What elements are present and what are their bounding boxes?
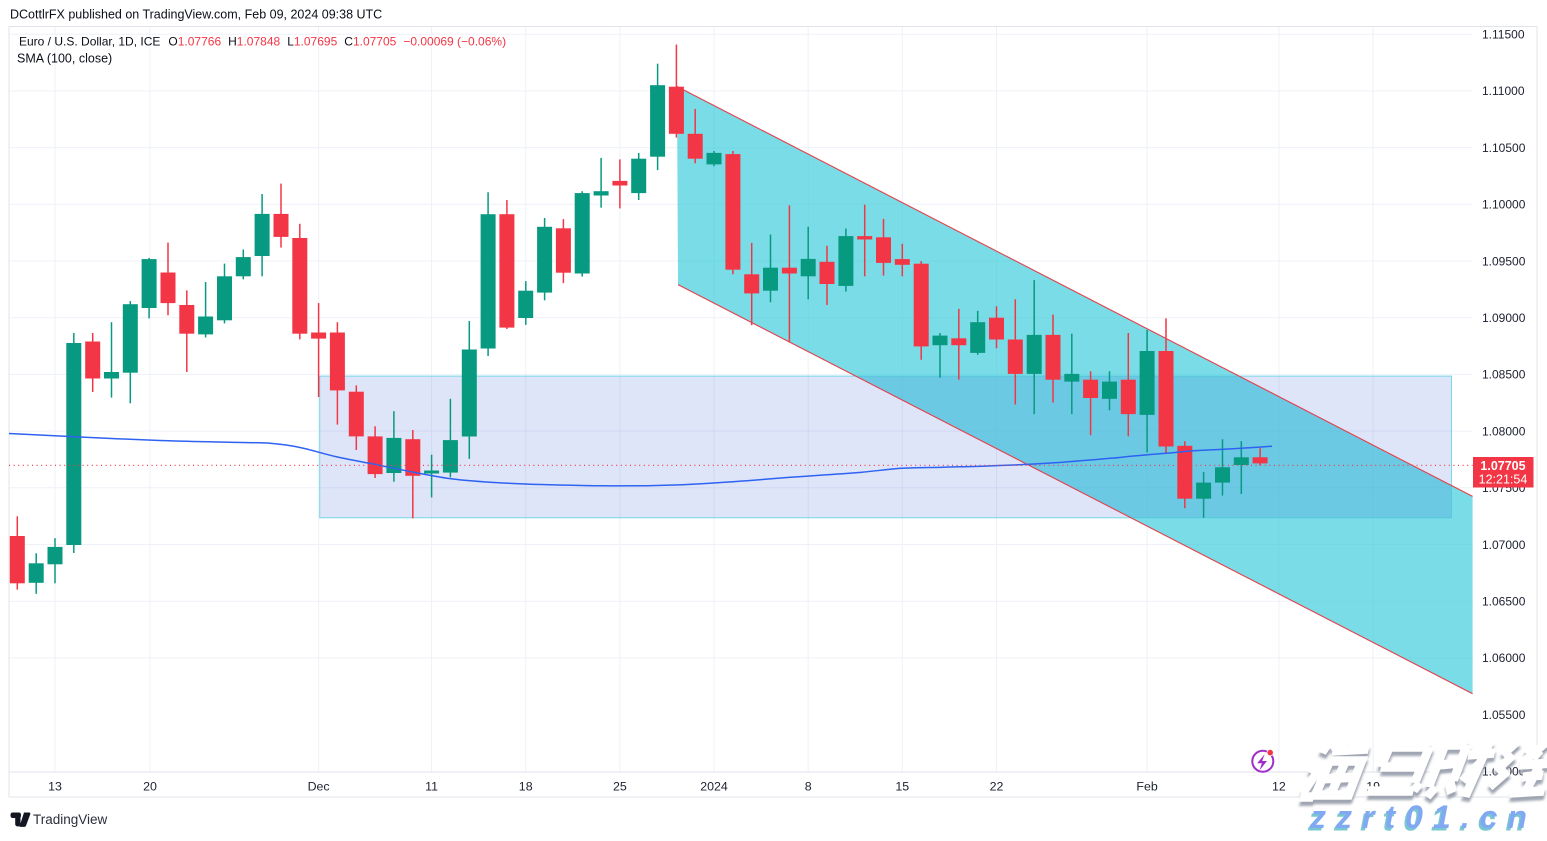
- svg-text:1.09500: 1.09500: [1482, 254, 1526, 268]
- svg-text:Dec: Dec: [308, 780, 330, 794]
- svg-text:1.09000: 1.09000: [1482, 311, 1526, 325]
- svg-text:DCottlrFX published on Trading: DCottlrFX published on TradingView.com, …: [10, 8, 382, 22]
- svg-text:12: 12: [1272, 780, 1286, 794]
- svg-text:Feb: Feb: [1136, 780, 1157, 794]
- svg-text:1.08500: 1.08500: [1482, 368, 1526, 382]
- svg-text:8: 8: [805, 780, 812, 794]
- svg-text:12:21:54: 12:21:54: [1479, 473, 1528, 487]
- svg-text:2024: 2024: [700, 780, 728, 794]
- svg-text:1.06500: 1.06500: [1482, 595, 1526, 609]
- svg-text:13: 13: [48, 780, 62, 794]
- svg-text:TradingView: TradingView: [33, 812, 108, 827]
- svg-text:zzrt01.cn: zzrt01.cn: [1307, 802, 1535, 837]
- svg-text:1.07000: 1.07000: [1482, 538, 1526, 552]
- svg-text:11: 11: [425, 780, 438, 794]
- svg-text:15: 15: [895, 780, 909, 794]
- svg-text:1.07705: 1.07705: [1480, 459, 1525, 473]
- svg-text:25: 25: [613, 780, 627, 794]
- svg-text:1.10000: 1.10000: [1482, 198, 1526, 212]
- svg-text:20: 20: [143, 780, 157, 794]
- svg-text:1.08000: 1.08000: [1482, 424, 1526, 438]
- svg-text:1.05500: 1.05500: [1482, 708, 1526, 722]
- svg-text:1.11500: 1.11500: [1482, 28, 1525, 42]
- svg-text:1.06000: 1.06000: [1482, 651, 1526, 665]
- svg-text:1.10500: 1.10500: [1482, 141, 1526, 155]
- svg-text:SMA (100, close): SMA (100, close): [17, 52, 112, 66]
- svg-text:18: 18: [519, 780, 533, 794]
- svg-text:1.11000: 1.11000: [1482, 84, 1525, 98]
- svg-text:zzrt01.cn: zzrt01.cn: [1309, 799, 1537, 835]
- svg-text:22: 22: [990, 780, 1004, 794]
